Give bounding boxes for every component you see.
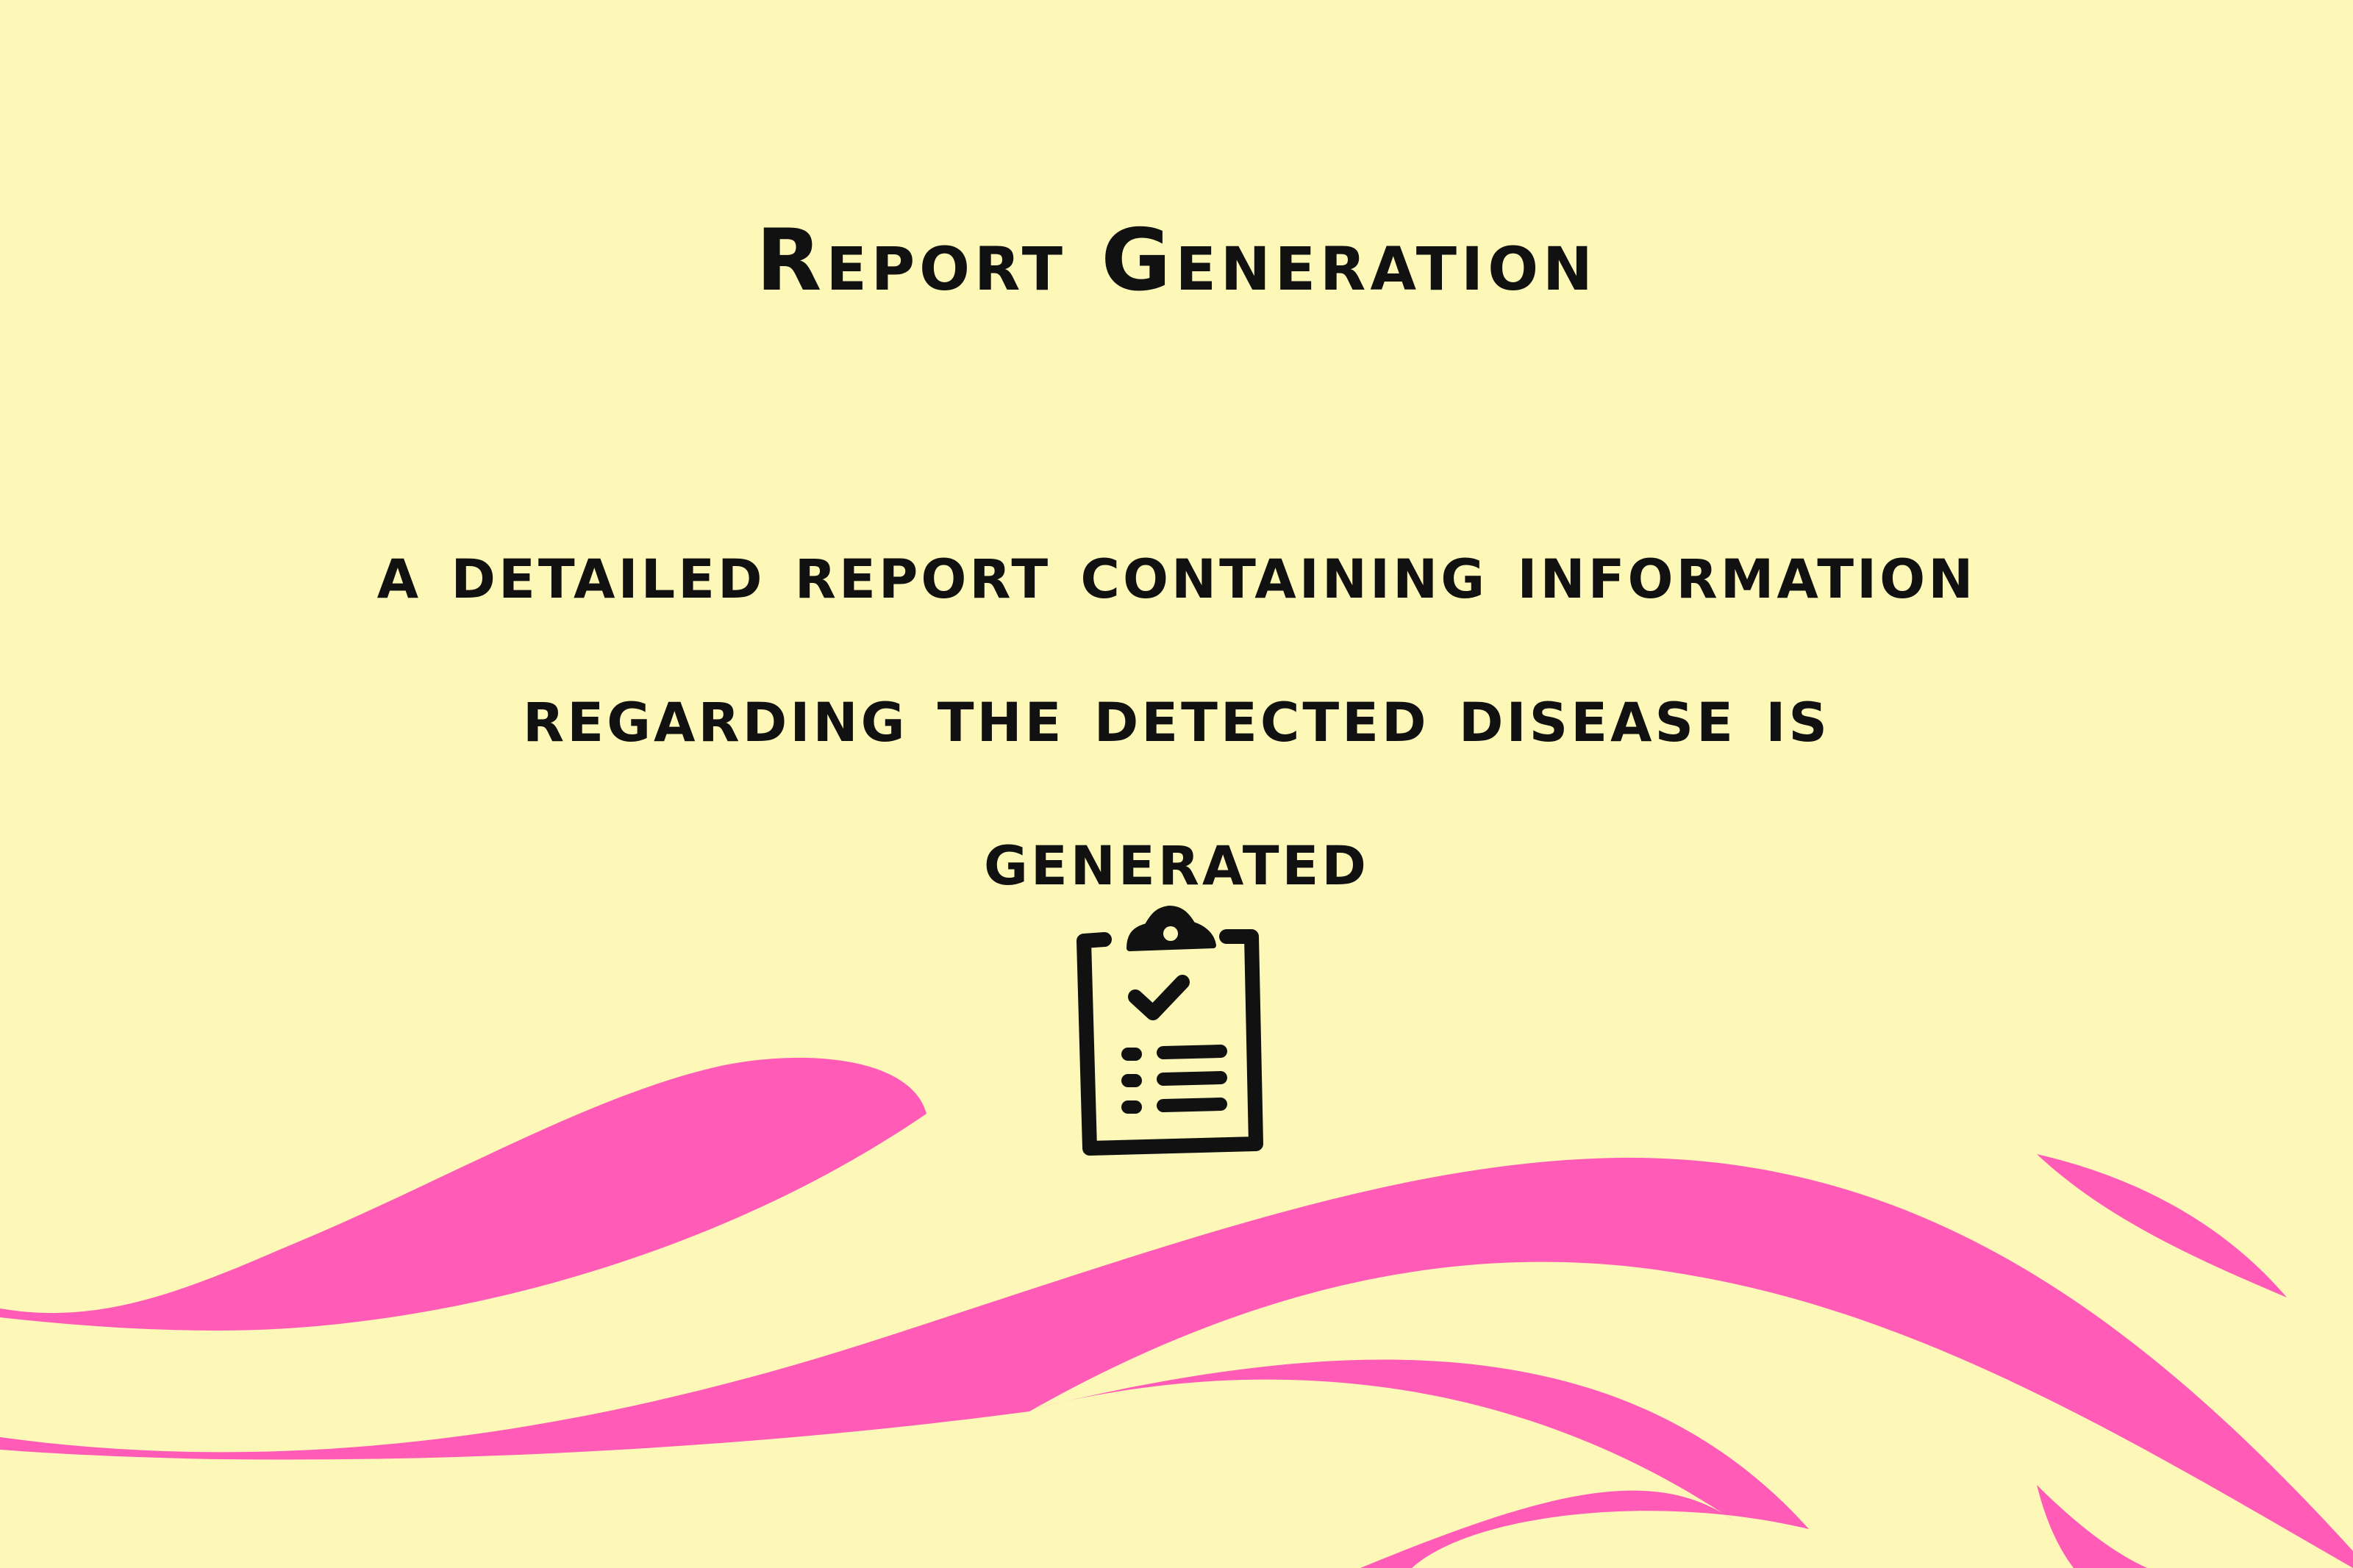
wave-bottom-right [2037,1485,2147,1568]
wave-main-band [0,1157,2353,1568]
body-line-3: generated [983,813,1370,903]
wave-lower-middle [1022,1359,1809,1568]
wave-right-swoosh [2037,1154,2287,1297]
slide-title: Report Generation [756,211,1597,310]
wave-upper-left [0,1057,926,1331]
slide-body: A detailed report containing information… [0,500,2353,930]
clipboard-check-icon [1076,906,1263,1156]
body-line-2: regarding the detected disease is [523,670,1830,759]
body-line-1: A detailed report containing information [376,526,1977,616]
